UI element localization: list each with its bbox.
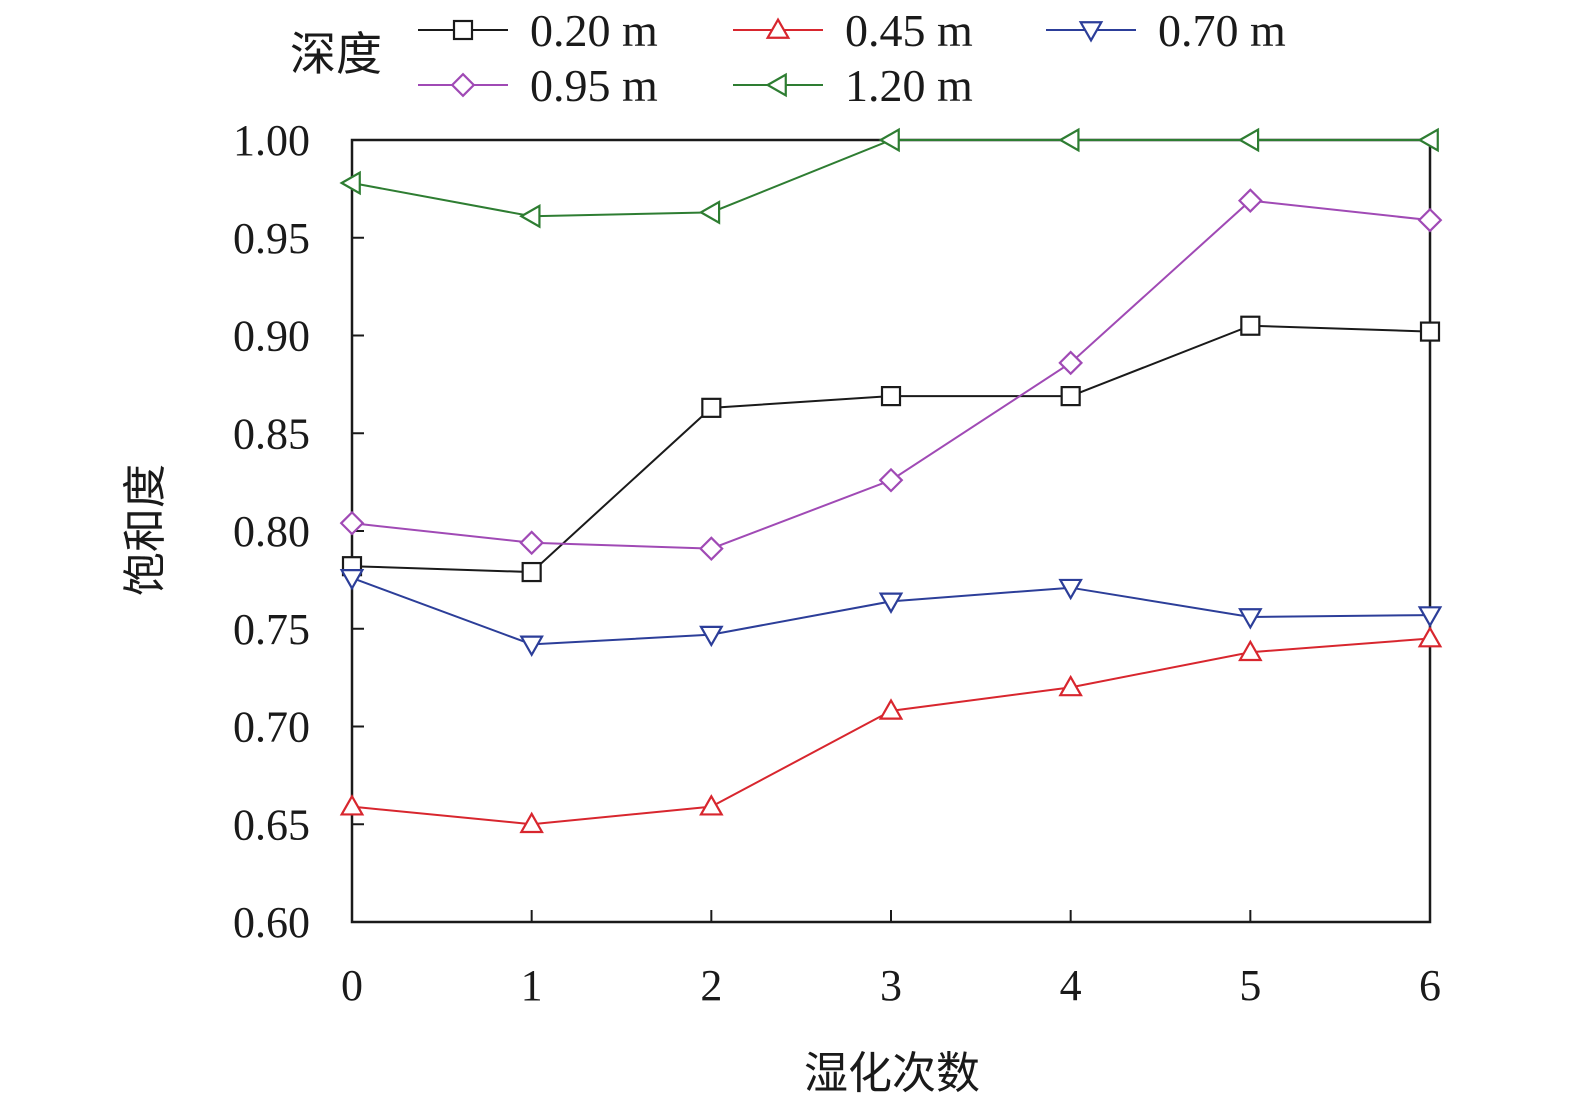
series-line: [351, 324, 1431, 574]
data-point: [339, 569, 365, 591]
x-tick-label: 5: [1239, 961, 1261, 1010]
legend-label: 1.20 m: [845, 60, 973, 111]
x-tick-label: 2: [700, 961, 722, 1010]
legend-item: 0.20 m: [418, 5, 658, 56]
data-point: [699, 625, 724, 648]
legend-title: 深度: [290, 29, 382, 80]
data-point: [1237, 127, 1260, 153]
legend-item: 0.70 m: [1046, 5, 1286, 56]
data-point: [1238, 608, 1263, 630]
data-point: [1417, 127, 1439, 153]
data-point: [1417, 207, 1443, 233]
data-point: [1058, 674, 1083, 697]
y-tick-label: 1.00: [233, 116, 310, 165]
legend: 深度 0.20 m 0.45 m 0.70 m 0.95 m 1.20 m: [290, 5, 1286, 111]
y-tick-label: 0.80: [233, 507, 310, 556]
data-point: [519, 635, 544, 657]
data-point: [699, 794, 724, 816]
data-point: [878, 127, 900, 153]
x-tick-label: 1: [521, 961, 543, 1010]
legend-marker: [765, 17, 791, 39]
data-point: [878, 698, 904, 720]
data-point: [339, 794, 365, 816]
legend-item: 1.20 m: [733, 60, 973, 111]
y-tick-label: 0.90: [233, 312, 310, 361]
y-axis-label: 饱和度: [121, 464, 170, 596]
y-tick-label: 0.95: [233, 214, 310, 263]
series-0-95m: [339, 188, 1443, 561]
series-line: [351, 637, 1431, 826]
series-0-70m: [339, 569, 1443, 657]
data-point: [880, 386, 902, 407]
y-tick-label: 0.60: [233, 898, 310, 947]
data-point: [698, 536, 724, 561]
plot-frame: [350, 138, 1432, 924]
data-point: [878, 592, 904, 614]
data-point: [1238, 639, 1263, 662]
data-point: [1237, 188, 1263, 213]
y-tick-label: 0.65: [233, 800, 310, 849]
x-axis-label: 湿化次数: [804, 1049, 980, 1098]
legend-item: 0.95 m: [418, 60, 658, 111]
x-tick-label: 3: [880, 961, 902, 1010]
plot-area: 0 1 2 3 4 5 6 0.60 0.65 0.70 0.75 0.80 0.85 0.90 0.95 1…: [233, 116, 1443, 1010]
legend-marker: [765, 72, 787, 98]
data-point: [339, 510, 365, 536]
legend-label: 0.70 m: [1158, 5, 1286, 56]
data-point: [519, 203, 541, 229]
x-tick-label: 6: [1419, 961, 1441, 1010]
data-point: [519, 811, 544, 834]
data-point: [1058, 350, 1084, 376]
data-point: [1417, 606, 1443, 628]
y-tick-label: 0.70: [233, 703, 310, 752]
x-tick-label: 4: [1060, 961, 1082, 1010]
series-line: [351, 139, 1430, 218]
series-0-45m: [339, 625, 1443, 834]
data-point: [1058, 127, 1080, 153]
data-point: [1419, 321, 1441, 342]
data-point: [1058, 578, 1083, 601]
data-point: [1240, 315, 1261, 336]
legend-marker: [1078, 21, 1104, 43]
data-point: [1060, 386, 1081, 407]
data-point: [698, 200, 721, 225]
series-line: [351, 199, 1431, 550]
y-tick-label: 0.85: [233, 409, 310, 458]
series-0-20m: [341, 315, 1441, 583]
legend-label: 0.20 m: [530, 5, 658, 56]
x-tick-label: 0: [341, 961, 363, 1010]
legend-item: 0.45 m: [733, 5, 973, 56]
y-tick-label: 0.75: [233, 605, 310, 654]
legend-label: 0.95 m: [530, 60, 658, 111]
data-point: [521, 561, 542, 583]
legend-marker: [450, 72, 476, 98]
series-1-20m: [339, 127, 1439, 229]
data-point: [339, 170, 361, 196]
data-point: [878, 467, 904, 493]
legend-marker: [452, 19, 474, 41]
data-point: [701, 397, 722, 418]
data-point: [1417, 625, 1443, 648]
data-point: [519, 530, 545, 556]
legend-label: 0.45 m: [845, 5, 973, 56]
